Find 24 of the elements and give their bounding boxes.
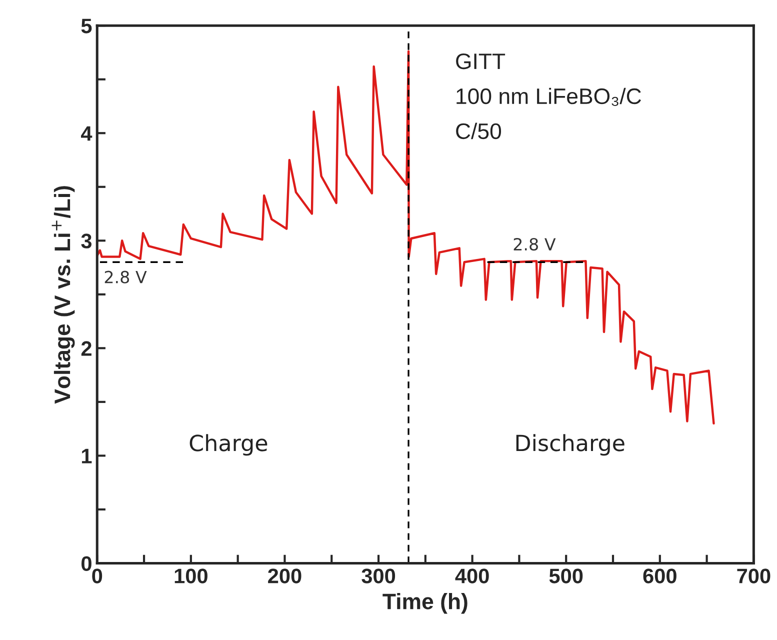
annotation: Charge (190, 434, 268, 456)
x-tick-label: 500 (549, 568, 583, 584)
x-tick-label: 200 (268, 568, 302, 584)
x-axis-title: Time (h) (382, 593, 468, 614)
x-tick-label: 400 (455, 568, 489, 584)
y-tick-label: 0 (82, 556, 92, 571)
annotation: 2.8 V (104, 270, 147, 284)
x-tick-label: 100 (174, 568, 208, 584)
annotation: 100 nm LiFeBO₃/C (456, 88, 642, 106)
x-tick-label: 600 (643, 568, 676, 584)
y-axis-title: Voltage (V vs. Li$^{+}$/Li) (52, 186, 75, 404)
y-tick-label: 5 (81, 18, 92, 34)
x-tick-label: 0 (92, 568, 102, 584)
annotation: 2.8 V (514, 238, 556, 251)
line-series (97, 50, 715, 425)
x-tick-label: 700 (737, 568, 770, 584)
annotation: GITT (456, 53, 506, 70)
x-tick-label: 300 (362, 568, 396, 584)
y-tick-label: 4 (80, 126, 92, 141)
annotation: Discharge (516, 434, 624, 456)
annotation: C/50 (456, 122, 502, 140)
y-tick-label: 1 (82, 448, 92, 464)
y-tick-label: 2 (81, 341, 92, 356)
y-tick-label: 3 (81, 234, 92, 248)
